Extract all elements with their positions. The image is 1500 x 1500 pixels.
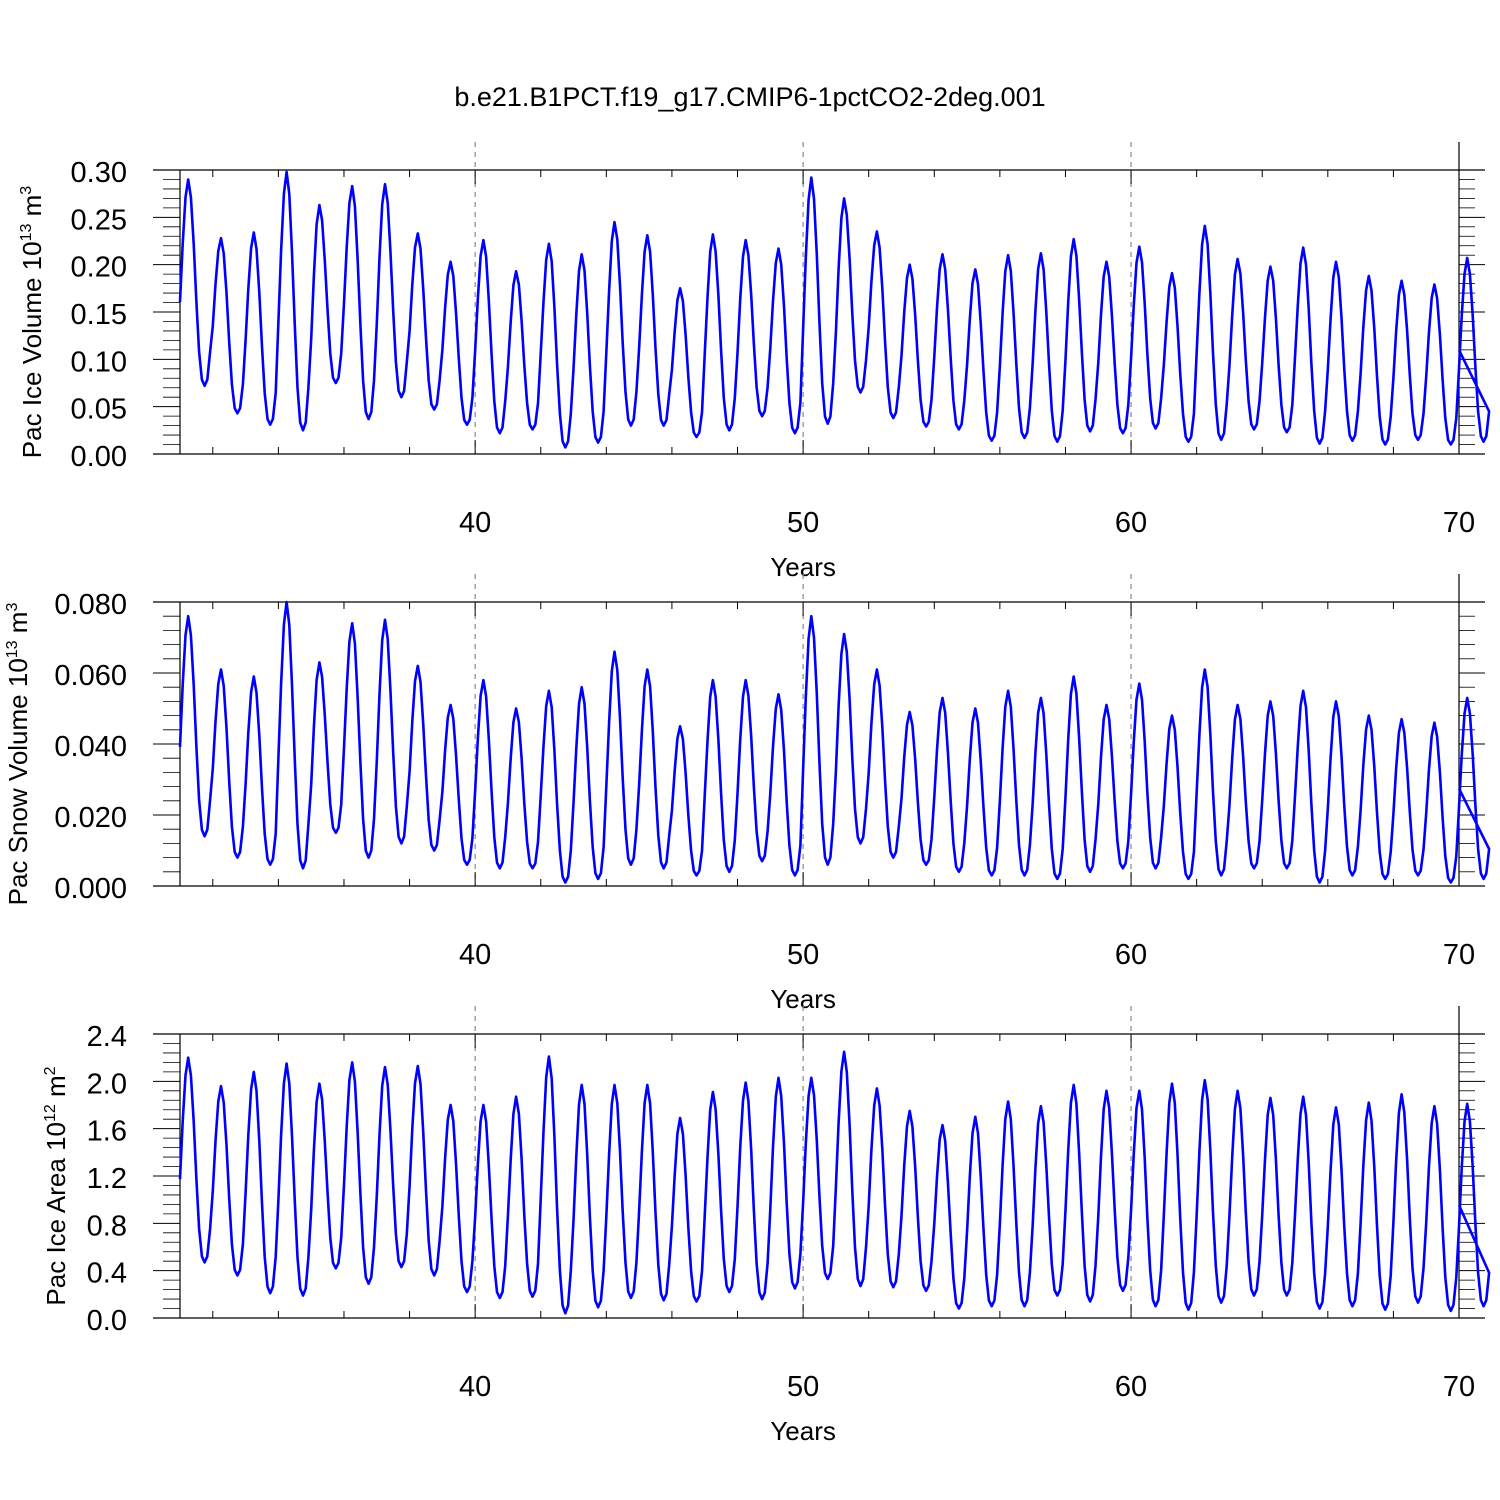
series-line <box>178 1050 1491 1315</box>
y-tick-label: 0.30 <box>71 157 127 189</box>
y-tick-label: 0.25 <box>71 204 127 236</box>
y-tick-label: 0.15 <box>71 299 127 331</box>
y-tick-label: 0.020 <box>54 802 127 834</box>
y-tick-label: 2.0 <box>87 1068 127 1100</box>
x-tick-label: 60 <box>1115 939 1147 971</box>
y-tick-label: 0.20 <box>71 252 127 284</box>
x-tick-label: 50 <box>787 507 819 539</box>
y-tick-label: 2.4 <box>87 1021 127 1053</box>
y-tick-label: 0.060 <box>54 660 127 692</box>
y-axis-label: Pac Ice Area 1012 m2 <box>41 1066 71 1305</box>
chart-title: b.e21.B1PCT.f19_g17.CMIP6-1pctCO2-2deg.0… <box>454 82 1046 112</box>
x-tick-label: 40 <box>459 1371 491 1403</box>
series-line <box>178 170 1491 449</box>
y-tick-label: 0.0 <box>87 1305 127 1337</box>
y-tick-label: 0.00 <box>71 441 127 473</box>
series-line <box>178 600 1491 884</box>
x-tick-label: 60 <box>1115 1371 1147 1403</box>
y-tick-label: 0.4 <box>87 1258 127 1290</box>
y-tick-label: 0.000 <box>54 873 127 905</box>
x-axis-label: Years <box>770 1416 836 1446</box>
y-axis-label: Pac Ice Volume 1013 m3 <box>17 186 47 459</box>
y-tick-label: 0.10 <box>71 346 127 378</box>
x-tick-label: 40 <box>459 939 491 971</box>
x-tick-label: 70 <box>1443 1371 1475 1403</box>
x-tick-label: 70 <box>1443 939 1475 971</box>
x-tick-label: 60 <box>1115 507 1147 539</box>
chart-panel-3: 0.0 0.4 0.8 1.2 1.6 2.0 2.4 40 50 60 70 Years Pac Ic… <box>41 1006 1491 1446</box>
y-tick-label: 0.8 <box>87 1210 127 1242</box>
y-tick-label: 0.05 <box>71 394 127 426</box>
x-tick-label: 50 <box>787 1371 819 1403</box>
x-tick-label: 50 <box>787 939 819 971</box>
x-tick-label: 40 <box>459 507 491 539</box>
y-tick-label: 0.080 <box>54 589 127 621</box>
y-tick-label: 0.040 <box>54 731 127 763</box>
y-tick-label: 1.2 <box>87 1163 127 1195</box>
y-tick-label: 1.6 <box>87 1116 127 1148</box>
x-tick-label: 70 <box>1443 507 1475 539</box>
y-axis-label: Pac Snow Volume 1013 m3 <box>3 603 33 906</box>
